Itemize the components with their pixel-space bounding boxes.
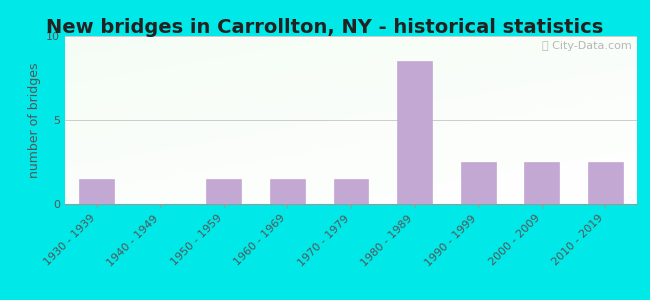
Bar bbox=[524, 162, 559, 204]
Text: Ⓢ City-Data.com: Ⓢ City-Data.com bbox=[541, 41, 631, 51]
Bar bbox=[270, 179, 305, 204]
Bar bbox=[588, 162, 623, 204]
Bar bbox=[397, 61, 432, 204]
Bar bbox=[333, 179, 369, 204]
Text: New bridges in Carrollton, NY - historical statistics: New bridges in Carrollton, NY - historic… bbox=[46, 18, 604, 37]
Bar bbox=[207, 179, 241, 204]
Bar bbox=[461, 162, 495, 204]
Y-axis label: number of bridges: number of bridges bbox=[27, 62, 40, 178]
Bar bbox=[79, 179, 114, 204]
